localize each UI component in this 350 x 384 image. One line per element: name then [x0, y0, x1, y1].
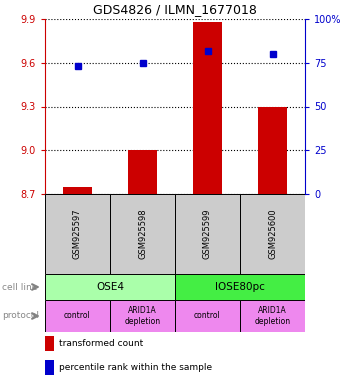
Bar — [45, 274, 175, 300]
Bar — [110, 194, 175, 274]
Bar — [258, 106, 287, 194]
Text: transformed count: transformed count — [59, 339, 144, 348]
Text: percentile rank within the sample: percentile rank within the sample — [59, 363, 212, 372]
Text: control: control — [194, 311, 221, 321]
Bar — [240, 194, 305, 274]
Bar — [63, 187, 92, 194]
Bar — [175, 300, 240, 332]
Bar — [45, 336, 54, 351]
Text: IOSE80pc: IOSE80pc — [215, 282, 265, 292]
Bar — [240, 300, 305, 332]
Bar — [175, 274, 305, 300]
Bar — [175, 194, 240, 274]
Title: GDS4826 / ILMN_1677018: GDS4826 / ILMN_1677018 — [93, 3, 257, 17]
Bar — [45, 300, 110, 332]
Text: OSE4: OSE4 — [96, 282, 124, 292]
Bar — [193, 22, 222, 194]
Text: cell line: cell line — [2, 283, 37, 291]
Text: ARID1A
depletion: ARID1A depletion — [125, 306, 161, 326]
Text: GSM925599: GSM925599 — [203, 209, 212, 259]
Bar — [45, 194, 110, 274]
Bar — [45, 360, 54, 375]
Bar — [128, 150, 157, 194]
Text: GSM925597: GSM925597 — [73, 209, 82, 259]
Text: GSM925600: GSM925600 — [268, 209, 277, 259]
Text: protocol: protocol — [2, 311, 39, 321]
Text: GSM925598: GSM925598 — [138, 209, 147, 259]
Text: ARID1A
depletion: ARID1A depletion — [254, 306, 290, 326]
Bar — [110, 300, 175, 332]
Text: control: control — [64, 311, 91, 321]
